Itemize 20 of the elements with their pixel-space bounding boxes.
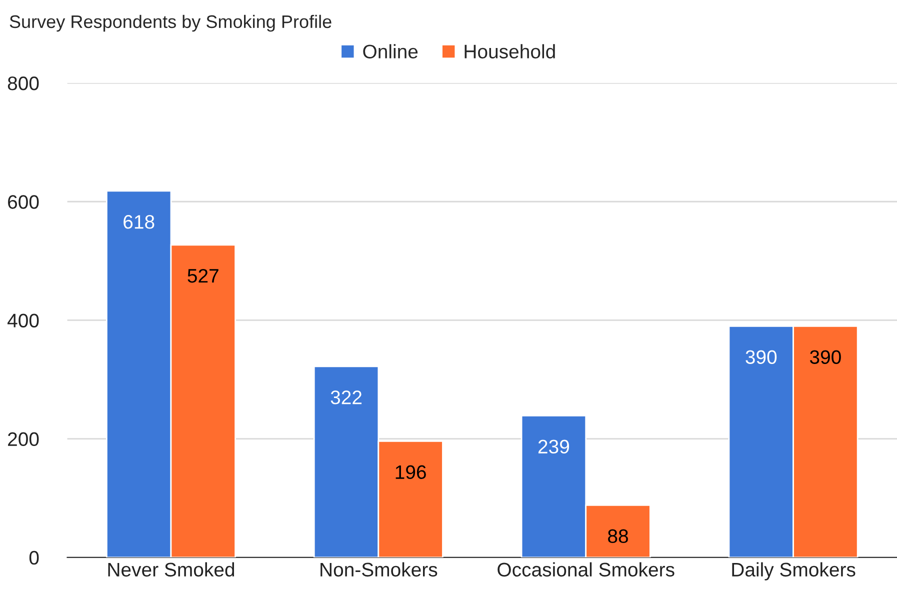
data-label: 527 (188, 268, 218, 283)
x-tick-label: Occasional Smokers (498, 562, 674, 577)
data-label: 239 (538, 440, 569, 454)
data-label: 88 (608, 529, 628, 544)
y-tick-label: 600 (8, 195, 39, 209)
data-label: 618 (124, 215, 154, 229)
data-label: 390 (810, 350, 841, 364)
y-tick-label: 200 (8, 432, 39, 446)
x-tick-label: Never Smoked (108, 562, 234, 577)
x-tick-label: Non-Smokers (320, 562, 438, 577)
legend-label: Online (363, 44, 418, 58)
data-label: 322 (330, 390, 362, 404)
y-tick-label: 0 (29, 550, 39, 565)
data-label: 196 (396, 465, 426, 480)
data-label: 390 (746, 350, 777, 364)
chart-title: Survey Respondents by Smoking Profile (10, 14, 332, 32)
y-tick-label: 800 (8, 76, 39, 90)
legend-label: Household (464, 44, 555, 58)
x-tick-label: Daily Smokers (732, 562, 856, 580)
y-tick-label: 400 (8, 314, 39, 328)
